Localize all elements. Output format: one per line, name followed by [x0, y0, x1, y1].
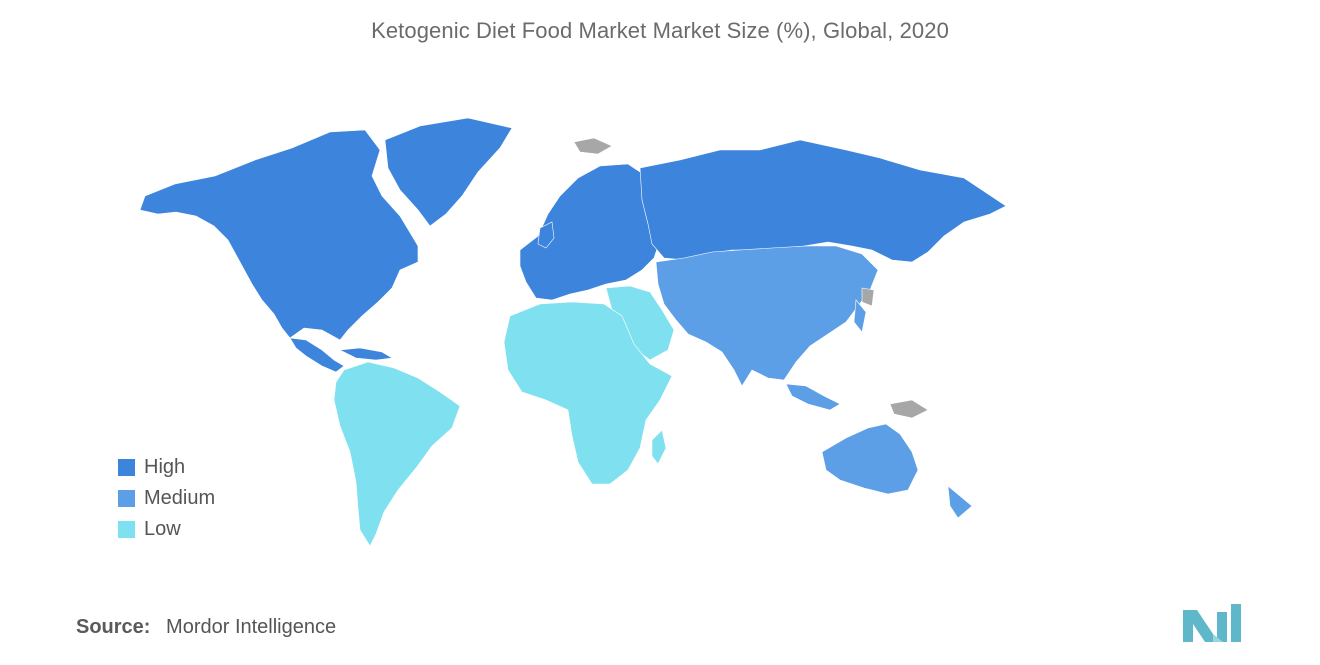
region-no-data — [573, 137, 929, 419]
legend-item-medium: Medium — [118, 483, 215, 514]
region-greenland — [384, 117, 513, 227]
map-legend: High Medium Low — [118, 452, 215, 545]
region-australia — [821, 423, 973, 519]
chart-title: Ketogenic Diet Food Market Market Size (… — [371, 18, 949, 43]
legend-swatch-medium — [118, 490, 135, 507]
source-label: Source: — [76, 616, 151, 638]
region-africa — [503, 301, 673, 485]
region-europe — [519, 163, 661, 301]
legend-swatch-low — [118, 521, 135, 538]
region-asia — [655, 245, 879, 411]
region-russia — [639, 139, 1007, 263]
legend-swatch-high — [118, 459, 135, 476]
legend-item-low: Low — [118, 514, 215, 545]
source-note: Source: Mordor Intelligence — [76, 616, 336, 639]
mordor-intelligence-logo-icon — [1183, 604, 1241, 642]
region-north-america — [139, 129, 419, 373]
legend-label-medium: Medium — [144, 487, 216, 509]
legend-label-high: High — [144, 456, 186, 478]
source-value: Mordor Intelligence — [166, 616, 337, 638]
legend-item-high: High — [118, 452, 215, 483]
legend-label-low: Low — [144, 518, 181, 540]
region-south-america — [333, 361, 461, 547]
